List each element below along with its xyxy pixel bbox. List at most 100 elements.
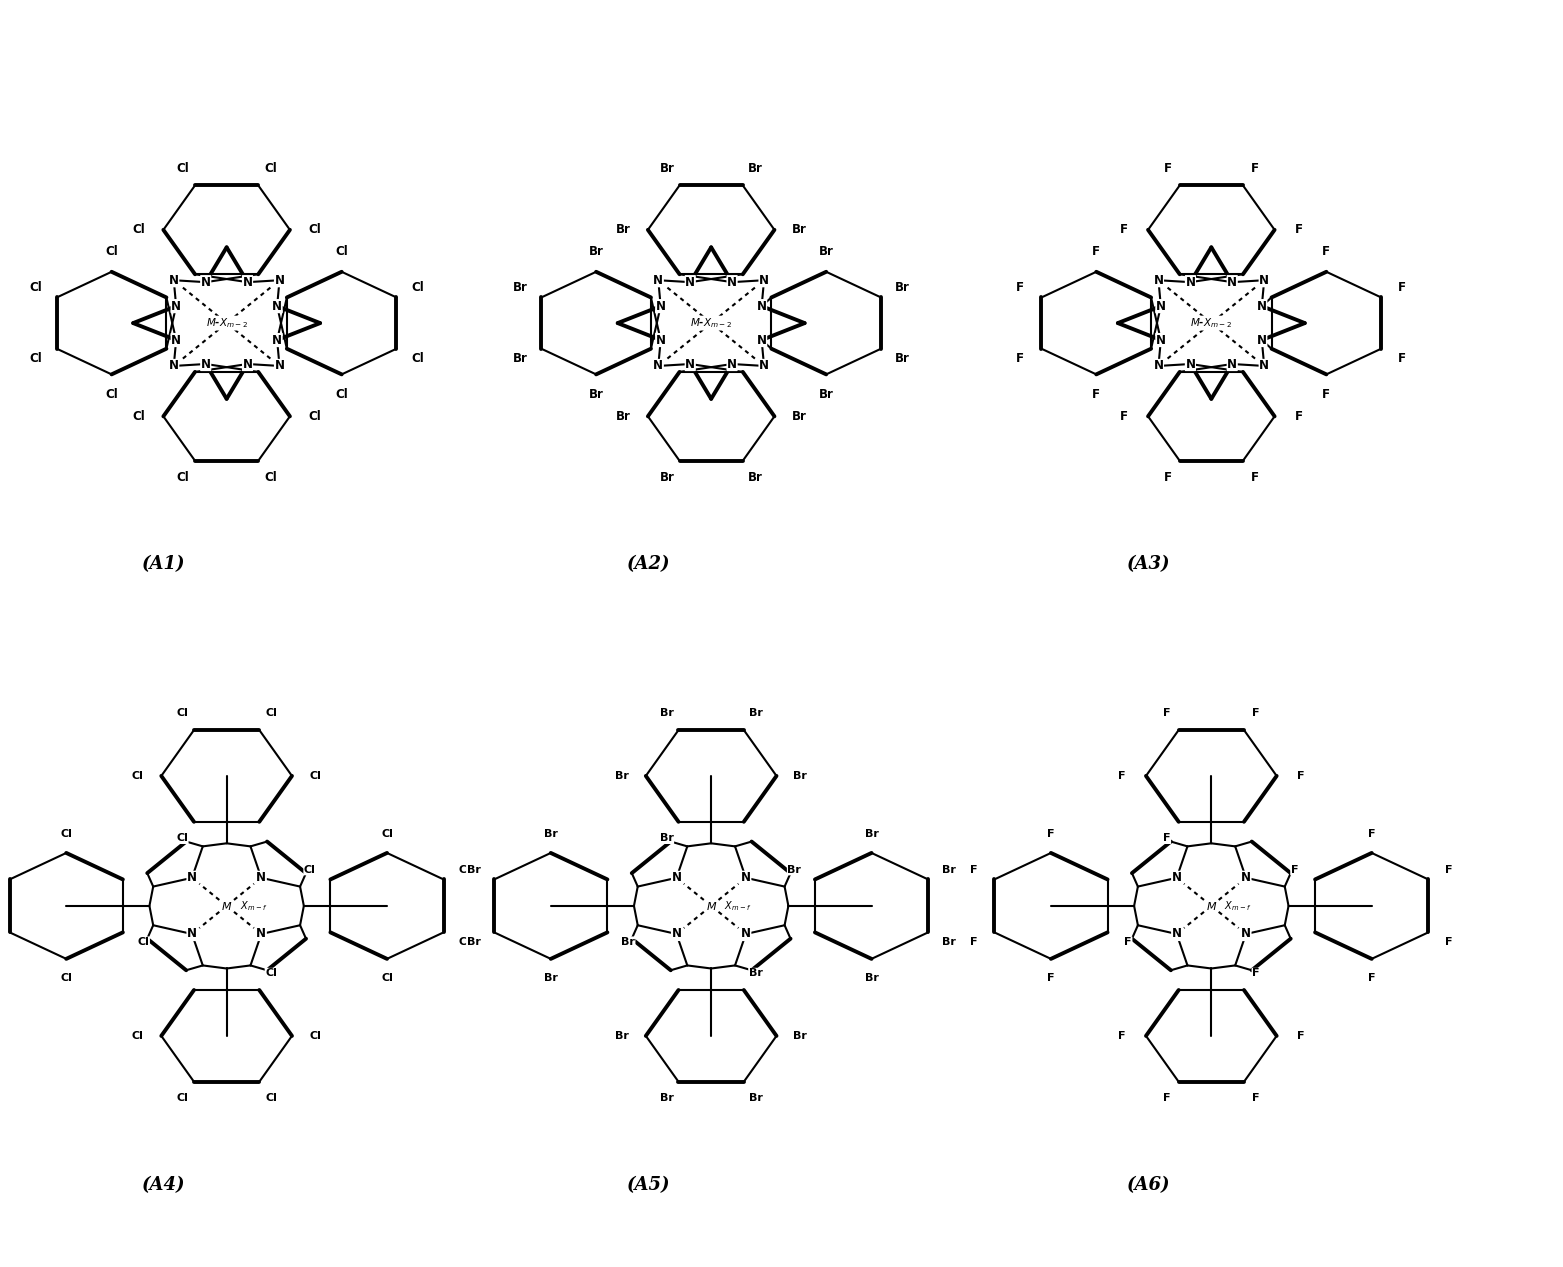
Text: N: N [1227,276,1238,289]
Text: Cl: Cl [308,409,320,423]
Text: (A6): (A6) [1127,1176,1171,1194]
Text: N: N [242,357,253,370]
Text: F: F [1252,708,1260,718]
Text: Br: Br [791,409,807,423]
Text: Br: Br [616,409,631,423]
Text: Cl: Cl [131,770,144,780]
Text: F: F [1163,471,1171,484]
Text: F: F [1399,281,1407,294]
Text: N: N [727,276,738,289]
Text: N: N [653,274,663,286]
Text: F: F [1047,829,1055,839]
Text: $X_{m-f}$: $X_{m-f}$ [239,900,267,912]
Text: (A2): (A2) [627,555,671,573]
Text: Cl: Cl [309,1031,322,1041]
Text: N: N [1153,360,1163,372]
Text: F: F [1163,834,1171,844]
Text: Cl: Cl [458,938,470,946]
Text: Cl: Cl [264,162,277,175]
Text: Cl: Cl [61,829,72,839]
Text: N: N [756,299,766,313]
Text: F: F [1252,471,1260,484]
Text: Cl: Cl [133,409,145,423]
Text: Br: Br [621,938,635,946]
Text: N: N [741,927,750,940]
Text: N: N [188,927,197,940]
Text: $M$-$X_{m-2}$: $M$-$X_{m-2}$ [691,317,731,329]
Text: F: F [1119,770,1125,780]
Text: Cl: Cl [133,223,145,237]
Text: N: N [1241,872,1250,884]
Text: Br: Br [660,471,675,484]
Text: N: N [1185,276,1196,289]
Text: Br: Br [749,968,763,978]
Text: Cl: Cl [264,471,277,484]
Text: N: N [169,274,178,286]
Text: F: F [1252,1093,1260,1104]
Text: N: N [685,276,696,289]
Text: Br: Br [894,352,910,365]
Text: N: N [1241,927,1250,940]
Text: Cl: Cl [177,162,189,175]
Text: N: N [760,360,769,372]
Text: F: F [1016,352,1024,365]
Text: Br: Br [513,281,528,294]
Text: Br: Br [660,834,674,844]
Text: N: N [256,872,266,884]
Text: Cl: Cl [177,834,188,844]
Text: N: N [1157,299,1166,313]
Text: F: F [1252,162,1260,175]
Text: Br: Br [794,770,807,780]
Text: Cl: Cl [266,708,277,718]
Text: Br: Br [544,973,558,983]
Text: Cl: Cl [308,223,320,237]
Text: F: F [1119,409,1127,423]
Text: N: N [272,299,281,313]
Text: Br: Br [747,471,763,484]
Text: N: N [1257,333,1266,347]
Text: N: N [242,276,253,289]
Text: N: N [1260,360,1269,372]
Text: Cl: Cl [138,938,150,946]
Text: F: F [1291,865,1299,874]
Text: N: N [1185,357,1196,370]
Text: N: N [672,872,681,884]
Text: Br: Br [660,708,674,718]
Text: Br: Br [616,1031,628,1041]
Text: F: F [1446,865,1452,874]
Text: F: F [1016,281,1024,294]
Text: N: N [172,333,181,347]
Text: F: F [1163,162,1171,175]
Text: N: N [653,360,663,372]
Text: F: F [1163,1093,1171,1104]
Text: F: F [1252,968,1260,978]
Text: Br: Br [660,1093,674,1104]
Text: F: F [1163,708,1171,718]
Text: N: N [656,333,666,347]
Text: Cl: Cl [61,973,72,983]
Text: Br: Br [819,246,833,258]
Text: N: N [656,299,666,313]
Text: Cl: Cl [336,246,349,258]
Text: F: F [971,865,977,874]
Text: Cl: Cl [381,973,392,983]
Text: Br: Br [942,938,955,946]
Text: Cl: Cl [131,1031,144,1041]
Text: N: N [1260,274,1269,286]
Text: Cl: Cl [266,968,277,978]
Text: N: N [272,333,281,347]
Text: F: F [1093,246,1100,258]
Text: N: N [760,274,769,286]
Text: N: N [1157,333,1166,347]
Text: N: N [741,872,750,884]
Text: F: F [1296,223,1304,237]
Text: Br: Br [942,865,955,874]
Text: Cl: Cl [105,246,117,258]
Text: N: N [169,360,178,372]
Text: N: N [256,927,266,940]
Text: Br: Br [791,223,807,237]
Text: F: F [1368,829,1375,839]
Text: N: N [1172,872,1182,884]
Text: F: F [971,938,977,946]
Text: (A5): (A5) [627,1176,671,1194]
